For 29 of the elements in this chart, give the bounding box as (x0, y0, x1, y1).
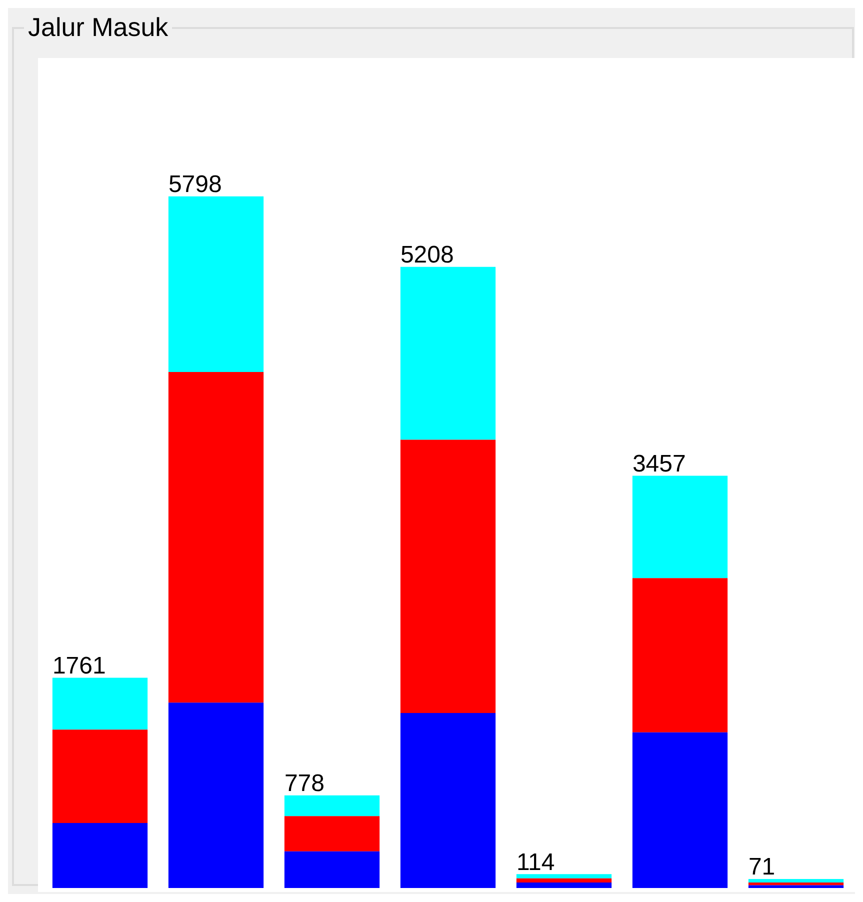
bar (516, 874, 612, 878)
annotation: 114 (516, 848, 555, 876)
annotation: 5208 (400, 242, 454, 269)
bar (400, 713, 496, 888)
bar (516, 882, 612, 888)
bar (168, 196, 264, 372)
bar (516, 878, 612, 882)
bar (284, 816, 380, 852)
annotation: 778 (284, 770, 324, 797)
chart-title: Jalur Masuk (27, 12, 170, 43)
annotation: 3457 (632, 450, 686, 478)
bar (52, 822, 148, 888)
bar (632, 578, 728, 732)
bar (284, 851, 380, 888)
bar (52, 678, 148, 730)
bar (748, 879, 844, 882)
bar (168, 702, 264, 888)
annotation: 1761 (52, 652, 106, 680)
bar (400, 440, 496, 714)
bar (632, 732, 728, 888)
bar (632, 476, 728, 578)
annotation: 71 (748, 854, 776, 881)
bar (748, 885, 844, 888)
bar (400, 266, 496, 440)
bar (748, 882, 844, 886)
bar (52, 730, 148, 823)
bar (284, 795, 380, 816)
annotation: 5798 (168, 170, 222, 198)
bar (168, 372, 264, 703)
